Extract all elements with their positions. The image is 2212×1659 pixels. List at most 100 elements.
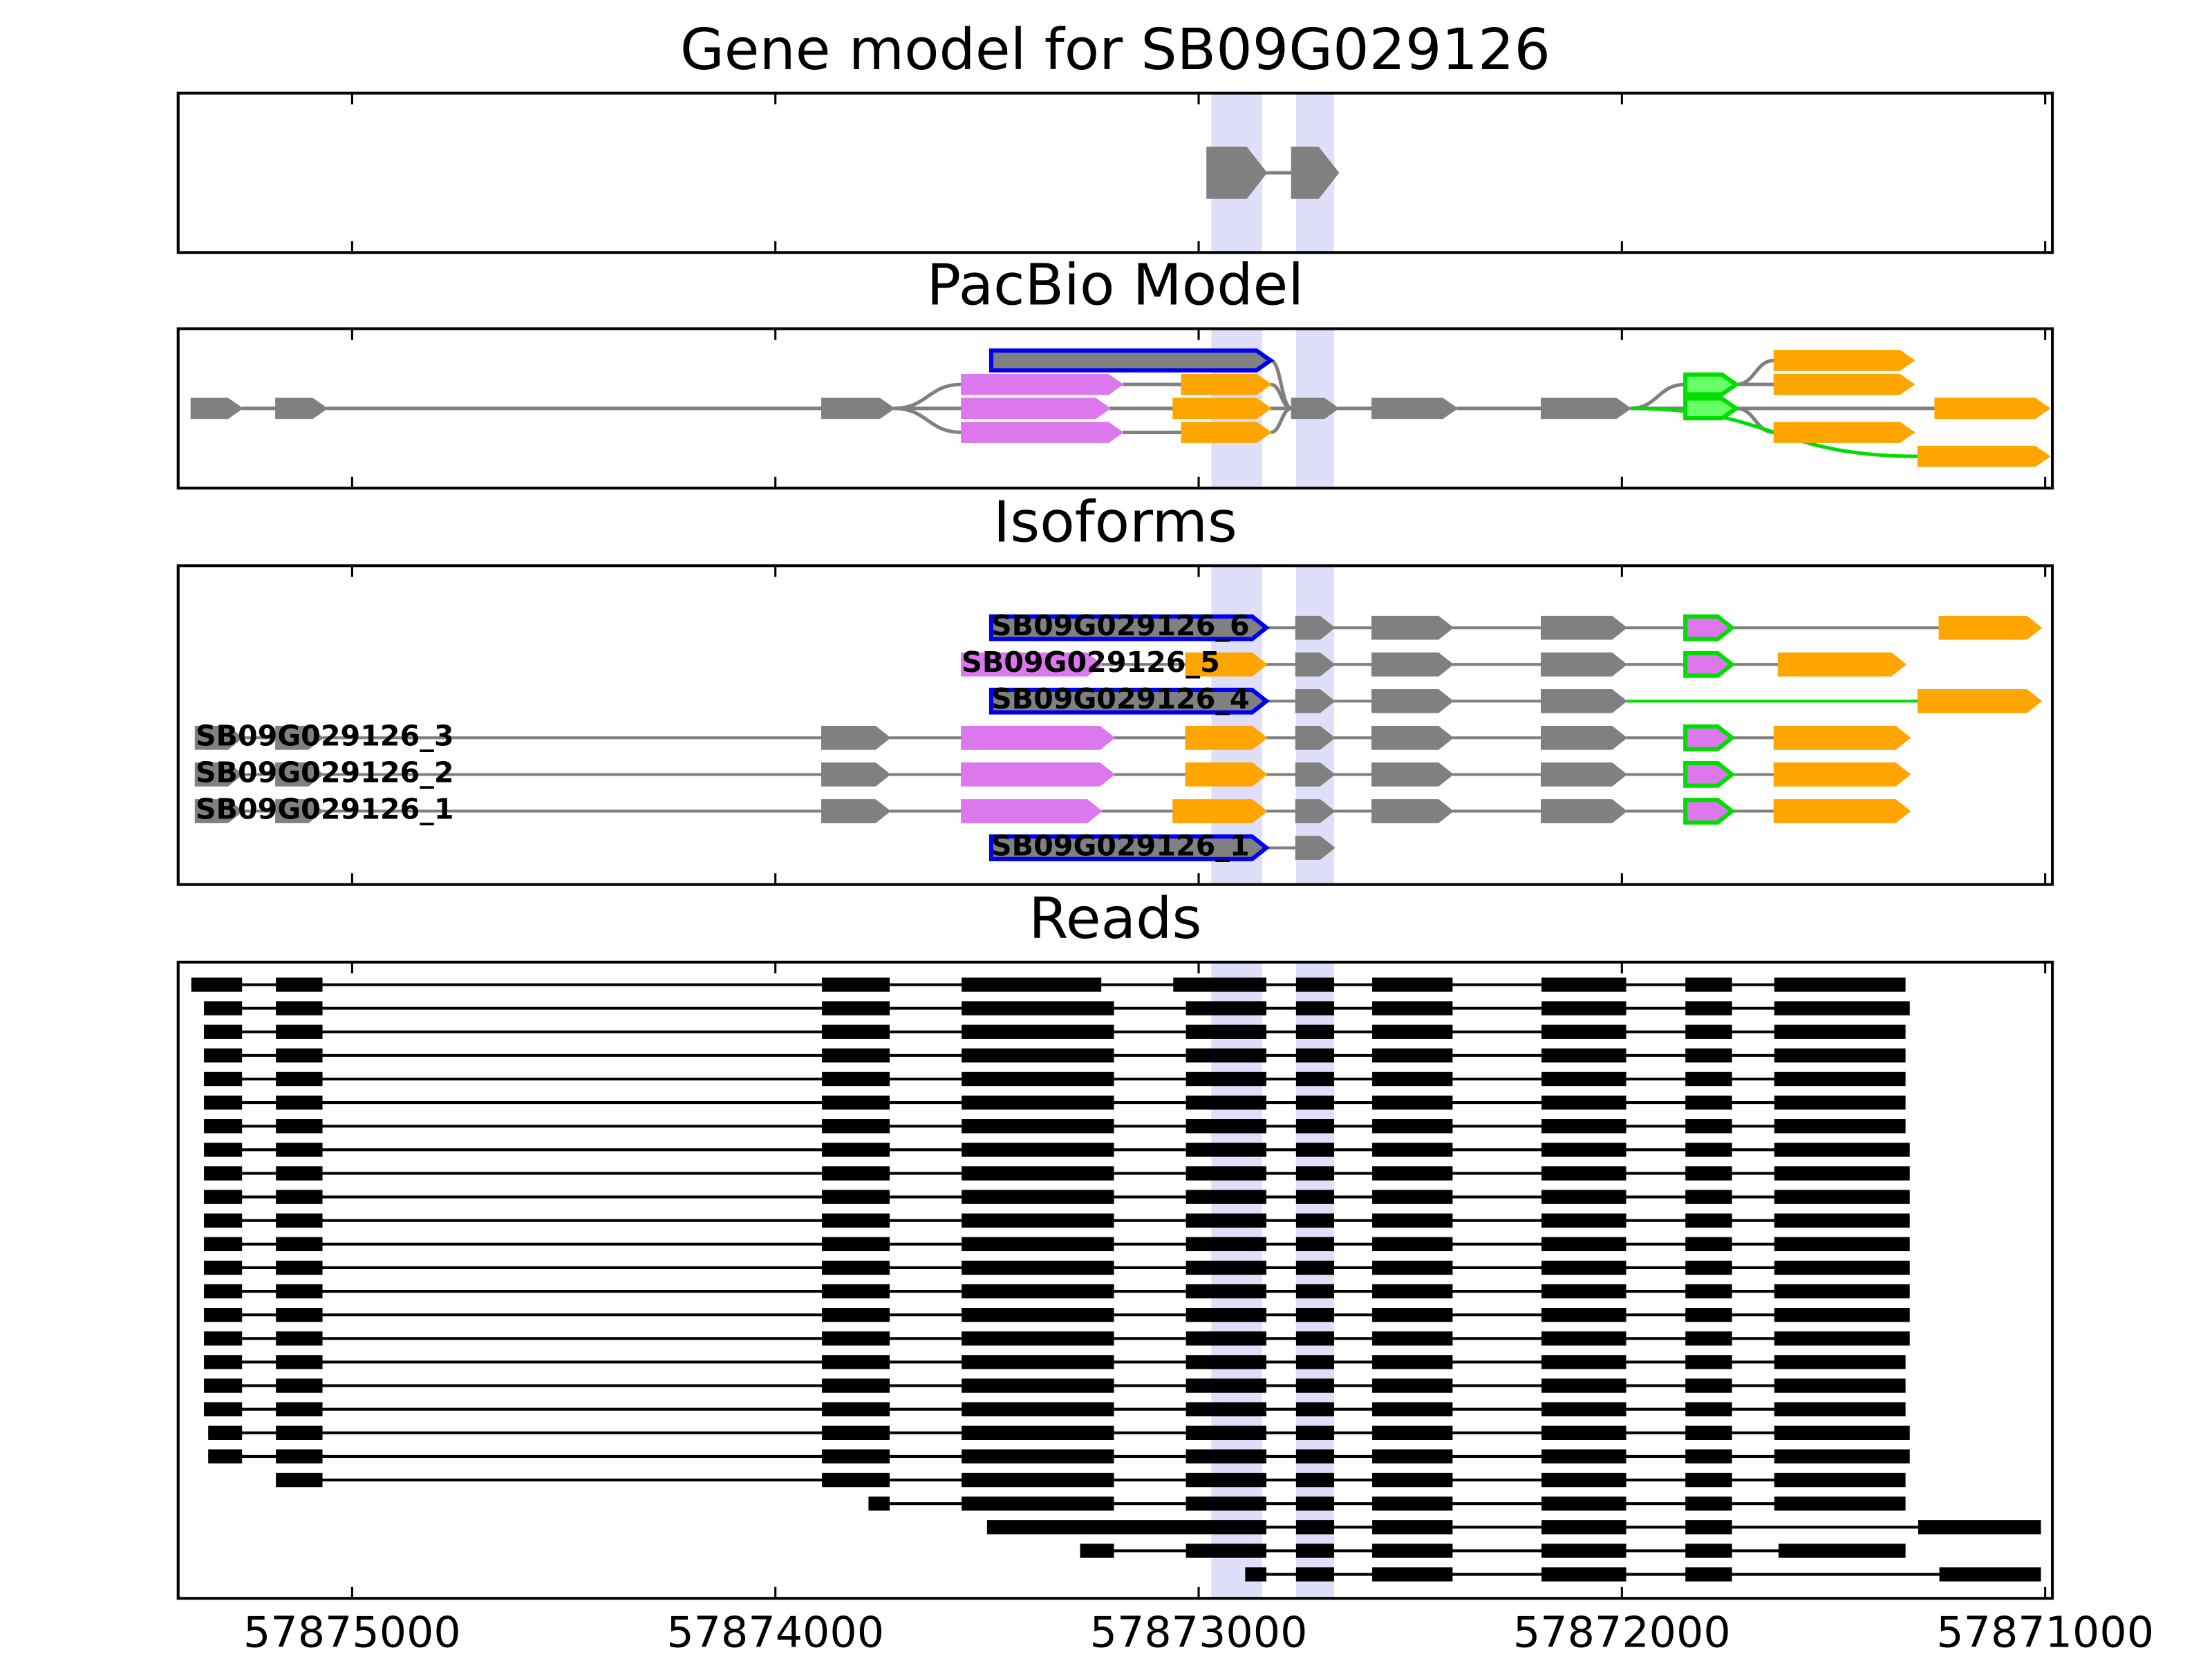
- read-exon: [1685, 1544, 1732, 1558]
- read-exon: [1685, 1024, 1732, 1039]
- exon: [1540, 726, 1628, 750]
- read-exon: [276, 1071, 323, 1087]
- read-exon: [276, 1213, 323, 1228]
- read-exon: [1372, 1472, 1453, 1488]
- read-exon: [1295, 1001, 1334, 1015]
- read-exon: [822, 1095, 890, 1110]
- exon: [821, 762, 891, 787]
- panel-title: PacBio Model: [927, 253, 1304, 319]
- read-exon: [962, 1071, 1114, 1087]
- read-exon: [1774, 1331, 1910, 1346]
- read-exon: [1541, 1119, 1627, 1134]
- exon: [1371, 688, 1454, 713]
- read-exon: [1685, 1213, 1732, 1228]
- read-exon: [1685, 1001, 1732, 1015]
- read-exon: [822, 1425, 890, 1441]
- read-exon: [1774, 1190, 1910, 1204]
- exon: [1295, 799, 1335, 823]
- exon: [194, 762, 243, 787]
- read-exon: [1541, 1001, 1627, 1015]
- read-exon: [962, 1472, 1114, 1488]
- read-exon: [1372, 1048, 1453, 1063]
- exon: [1291, 147, 1340, 199]
- panel-frame: [176, 91, 2054, 254]
- exon: [1773, 799, 1911, 823]
- read-exon: [1541, 1402, 1627, 1416]
- panel-frame: [176, 960, 2054, 1600]
- read-exon: [1185, 1095, 1266, 1110]
- node: [1683, 372, 1741, 397]
- read-exon: [1774, 1143, 1910, 1157]
- read-exon: [1372, 1520, 1453, 1535]
- read-exon: [204, 1190, 243, 1204]
- read-exon: [1295, 1567, 1334, 1582]
- read-exon: [1185, 1284, 1266, 1299]
- read-exon: [1372, 1260, 1453, 1275]
- read-exon: [1185, 1449, 1266, 1464]
- read-exon: [1774, 1260, 1910, 1275]
- read-exon: [1541, 1355, 1627, 1369]
- read-exon: [204, 1284, 243, 1299]
- read-exon: [962, 1095, 1114, 1110]
- node: [1181, 422, 1272, 443]
- read-exon: [1185, 1544, 1266, 1558]
- read-exon: [822, 1190, 890, 1204]
- read-exon: [962, 1496, 1114, 1511]
- read-exon: [1372, 1143, 1453, 1157]
- read-exon: [276, 1166, 323, 1181]
- read-exon: [822, 1119, 890, 1134]
- read-exon: [1774, 1071, 1906, 1087]
- isoform-label: SB09G029126_3: [196, 719, 454, 752]
- read-exon: [1541, 1472, 1627, 1488]
- read-exon: [1185, 1143, 1266, 1157]
- read-exon: [1080, 1544, 1114, 1558]
- read-exon: [1295, 1119, 1334, 1134]
- read-exon: [1372, 1425, 1453, 1441]
- read-exon: [276, 1260, 323, 1275]
- read-exon: [1685, 1284, 1732, 1299]
- read-exon: [1372, 1237, 1453, 1252]
- read-exon: [1295, 1260, 1334, 1275]
- exon: [1295, 836, 1335, 860]
- read-exon: [276, 1001, 323, 1015]
- read-exon: [1541, 1024, 1627, 1039]
- read-exon: [1541, 1260, 1627, 1275]
- node: [961, 397, 1112, 420]
- node: [190, 397, 243, 420]
- node: [275, 397, 328, 420]
- read-exon: [1541, 1567, 1627, 1582]
- read-exon: [822, 1143, 890, 1157]
- read-exon: [1685, 1237, 1732, 1252]
- read-exon: [1541, 1425, 1627, 1441]
- read-exon: [1185, 1048, 1266, 1063]
- read-exon: [204, 1001, 243, 1015]
- node: [961, 422, 1124, 443]
- edge: [894, 406, 962, 435]
- read-exon: [1295, 1213, 1334, 1228]
- read-exon: [1295, 1190, 1334, 1204]
- node: [821, 397, 895, 420]
- read-exon: [1685, 1472, 1732, 1488]
- read-exon: [962, 1048, 1114, 1063]
- exon: [1295, 688, 1335, 713]
- read-exon: [962, 1260, 1114, 1275]
- read-exon: [1939, 1567, 2041, 1582]
- read-exon: [1685, 1449, 1732, 1464]
- read-exon: [1372, 1213, 1453, 1228]
- read-exon: [1685, 1308, 1732, 1322]
- read-exon: [822, 1402, 890, 1416]
- read-exon: [1774, 1308, 1910, 1322]
- read-exon: [822, 1213, 890, 1228]
- node: [1172, 397, 1272, 420]
- read-exon: [276, 1331, 323, 1346]
- exon: [275, 726, 324, 750]
- read-exon: [276, 1425, 323, 1441]
- read-exon: [962, 1449, 1114, 1464]
- read-exon: [1245, 1567, 1266, 1582]
- read-exon: [204, 1213, 243, 1228]
- x-tick-label: 57874000: [666, 1608, 884, 1658]
- exon: [1540, 688, 1628, 713]
- exon: [961, 652, 1103, 677]
- read-exon: [1774, 1402, 1906, 1416]
